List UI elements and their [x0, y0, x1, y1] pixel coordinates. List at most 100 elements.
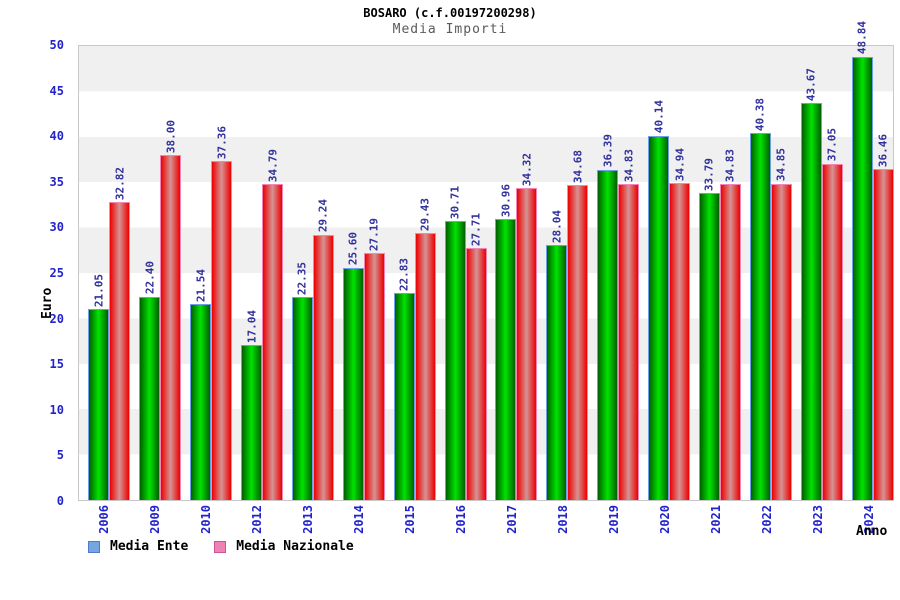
value-label: 21.54 [194, 269, 208, 303]
y-tick-15: 15 [49, 357, 64, 372]
value-label: 32.82 [113, 166, 127, 200]
value-label: 34.68 [571, 149, 585, 184]
bar-group-2009: 22.40 38.00 [130, 46, 182, 500]
chart-subtitle: Media Importi [392, 22, 508, 37]
x-tick-2019: 2019 [606, 505, 621, 534]
bar-group-2018: 28.04 34.68 [537, 46, 589, 500]
bar-group-2023: 43.67 37.05 [791, 46, 843, 500]
media-ente-bar-2014: 25.60 [342, 232, 364, 500]
y-tick-25: 25 [49, 266, 64, 280]
bar-group-2020: 40.14 34.94 [639, 46, 691, 500]
x-tick-cell: 2022 [741, 505, 792, 539]
x-tick-2020: 2020 [657, 505, 672, 534]
media-ente-bar-2017: 30.96 [495, 184, 517, 500]
bar-group-2012: 17.04 34.79 [232, 46, 284, 500]
x-axis-label: Anno [856, 524, 888, 539]
media-ente-bar-2012: 17.04 [241, 310, 263, 500]
value-label: 38.00 [164, 119, 178, 153]
y-axis-ticks: 0 5 10 15 20 25 30 35 40 45 50 [0, 38, 70, 508]
x-tick-2021: 2021 [708, 505, 723, 534]
media-nazionale-bar-2013: 29.24 [312, 199, 334, 500]
bar-group-2021: 33.79 34.83 [690, 46, 741, 500]
media-nazionale-bar-2022: 34.85 [770, 148, 792, 500]
media-nazionale-bar-2012: 34.79 [262, 149, 284, 500]
legend-swatch-media-ente-icon [88, 540, 100, 553]
legend-label-media-nazionale: Media Nazionale [236, 539, 354, 554]
x-tick-2009: 2009 [147, 505, 162, 534]
y-tick-35: 35 [49, 174, 64, 189]
media-ente-bar-2018: 28.04 [546, 210, 568, 500]
bar-group-2015: 22.83 29.43 [384, 46, 436, 500]
media-ente-bar-2010: 21.54 [190, 269, 212, 500]
value-label: 36.39 [601, 134, 615, 168]
x-tick-2023: 2023 [810, 505, 825, 534]
value-label: 40.38 [753, 98, 767, 132]
media-nazionale-bar-2021: 34.83 [719, 149, 741, 500]
x-tick-cell: 2015 [384, 505, 435, 539]
media-ente-bar-2015: 22.83 [393, 258, 415, 500]
value-label: 40.14 [652, 100, 666, 134]
media-nazionale-bar-2017: 34.32 [516, 153, 538, 500]
y-tick-50: 50 [49, 38, 64, 52]
media-nazionale-bar-2019: 34.83 [618, 149, 640, 500]
x-tick-cell: 2023 [792, 505, 843, 539]
chart-title: BOSARO (c.f.00197200298) [363, 6, 537, 20]
x-tick-2006: 2006 [96, 505, 111, 534]
x-tick-cell: 2009 [129, 505, 180, 539]
y-tick-40: 40 [49, 129, 64, 144]
media-nazionale-bar-2018: 34.68 [567, 150, 589, 500]
value-label: 28.04 [550, 210, 564, 244]
bar-group-2019: 36.39 34.83 [588, 46, 640, 500]
x-tick-2013: 2013 [300, 505, 315, 534]
bar-group-2013: 22.35 29.24 [283, 46, 334, 500]
media-nazionale-bar-2020: 34.94 [669, 148, 691, 500]
x-tick-2012: 2012 [249, 505, 264, 534]
media-ente-bar-2021: 33.79 [698, 158, 720, 500]
x-axis-labels: 2006 2009 2010 2012 2013 2014 2015 2016 2017 2018… [78, 505, 894, 539]
media-ente-bar-2009: 22.40 [139, 261, 161, 500]
value-label: 34.32 [520, 153, 534, 187]
media-ente-bar-2023: 43.67 [800, 68, 822, 500]
value-label: 22.35 [295, 261, 309, 296]
value-label: 30.96 [499, 183, 513, 217]
x-tick-2022: 2022 [759, 505, 774, 534]
y-tick-30: 30 [49, 220, 64, 235]
media-nazionale-bar-2016: 27.71 [465, 213, 487, 500]
value-label: 37.05 [825, 128, 839, 162]
value-label: 34.83 [622, 148, 636, 182]
y-tick-5: 5 [56, 448, 64, 463]
bar-group-2017: 30.96 34.32 [486, 46, 538, 500]
media-nazionale-bar-2010: 37.36 [211, 126, 233, 500]
value-label: 29.43 [418, 197, 432, 231]
media-ente-bar-2006: 21.05 [88, 274, 110, 500]
x-tick-2014: 2014 [351, 505, 366, 534]
value-label: 17.04 [245, 310, 259, 344]
value-label: 22.83 [397, 257, 411, 291]
value-label: 27.71 [469, 213, 483, 247]
bar-group-2006: 21.05 32.82 [79, 46, 131, 500]
x-tick-cell: 2020 [639, 505, 690, 539]
x-tick-cell: 2013 [282, 505, 333, 539]
value-label: 25.60 [346, 232, 360, 266]
media-ente-bar-2013: 22.35 [291, 262, 313, 500]
value-label: 27.19 [367, 218, 381, 252]
media-nazionale-bar-2014: 27.19 [363, 218, 385, 500]
value-label: 21.05 [92, 273, 106, 307]
media-nazionale-bar-2006: 32.82 [109, 167, 131, 500]
value-label: 34.83 [723, 148, 737, 182]
media-nazionale-bar-2023: 37.05 [821, 128, 843, 500]
x-tick-cell: 2021 [690, 505, 741, 539]
value-label: 34.79 [266, 148, 280, 183]
value-label: 48.84 [855, 21, 869, 55]
media-nazionale-bar-2015: 29.43 [414, 198, 436, 500]
x-tick-cell: 2019 [588, 505, 639, 539]
bar-group-2022: 40.38 34.85 [740, 46, 792, 500]
value-label: 34.85 [774, 148, 788, 182]
y-tick-10: 10 [49, 402, 64, 417]
x-tick-cell: 2018 [537, 505, 588, 539]
media-ente-bar-2022: 40.38 [749, 98, 771, 500]
bar-group-2024: 48.84 36.46 [842, 21, 894, 500]
x-tick-cell: 2006 [78, 505, 129, 539]
media-nazionale-bar-2024: 36.46 [872, 134, 894, 500]
